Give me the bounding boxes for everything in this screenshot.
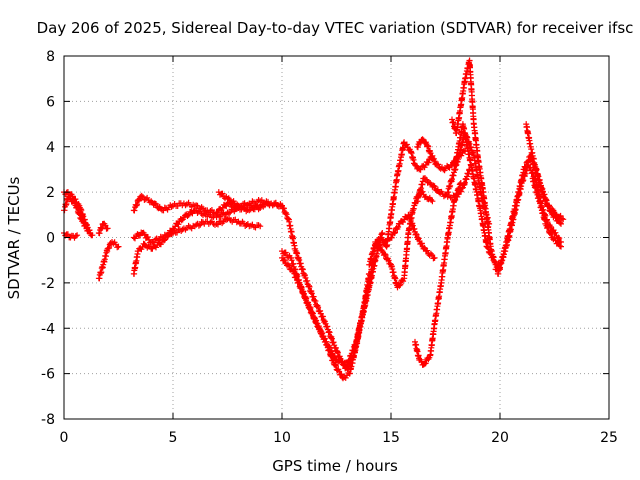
y-tick-label: 0 (46, 231, 55, 247)
data-point-markers (444, 130, 493, 227)
y-tick-label: -6 (41, 367, 55, 383)
data-series-track-9 (215, 189, 285, 210)
data-series-track-6 (130, 192, 285, 217)
data-series-track-16 (412, 180, 464, 368)
plot-area (61, 57, 567, 382)
data-series-track-17 (414, 166, 473, 205)
x-tick-label: 10 (273, 430, 291, 446)
y-tick-label: 4 (46, 140, 55, 156)
y-tick-labels: -8 -6 -4 -2 0 2 4 6 8 (41, 49, 55, 428)
data-series-track-5 (95, 220, 111, 237)
data-point-markers (523, 121, 567, 223)
x-tick-label: 5 (169, 430, 178, 446)
x-tick-label: 20 (491, 430, 509, 446)
data-series-track-24 (523, 121, 567, 223)
data-point-markers (95, 220, 111, 237)
x-axis-label: GPS time / hours (272, 457, 398, 475)
y-tick-label: -4 (41, 321, 55, 337)
data-series-track-23 (494, 152, 564, 277)
data-point-markers (412, 180, 464, 368)
data-point-markers (494, 152, 564, 277)
data-series-track-12 (279, 254, 377, 368)
data-series-track-4 (95, 239, 122, 282)
data-point-markers (388, 211, 438, 262)
x-tick-label: 25 (600, 430, 618, 446)
data-point-markers (130, 215, 264, 246)
y-tick-label: 2 (46, 185, 55, 201)
data-point-markers (215, 189, 285, 210)
data-series-track-21 (444, 130, 493, 227)
grid-lines (64, 56, 609, 419)
x-tick-label: 0 (60, 430, 69, 446)
y-axis-label: SDTVAR / TECUs (5, 176, 23, 299)
data-series-track-18 (388, 211, 438, 262)
data-series-track-25 (529, 175, 564, 250)
data-point-markers (130, 192, 285, 217)
data-point-markers (279, 248, 373, 382)
y-tick-label: 6 (46, 94, 55, 110)
x-tick-label: 15 (382, 430, 400, 446)
y-tick-label: -8 (41, 412, 55, 428)
axis-ticks (63, 55, 610, 420)
data-point-markers (279, 254, 377, 368)
data-series-track-7 (130, 215, 264, 246)
data-series-track-14 (370, 139, 436, 253)
x-tick-labels: 0 5 10 15 20 25 (60, 430, 618, 446)
data-point-markers (370, 139, 436, 253)
y-tick-label: 8 (46, 49, 55, 65)
chart-title: Day 206 of 2025, Sidereal Day-to-day VTE… (37, 19, 634, 37)
data-point-markers (414, 166, 473, 205)
data-point-markers (529, 175, 564, 250)
data-series-track-11 (279, 248, 373, 382)
y-tick-label: -2 (41, 276, 55, 292)
data-point-markers (95, 239, 122, 282)
